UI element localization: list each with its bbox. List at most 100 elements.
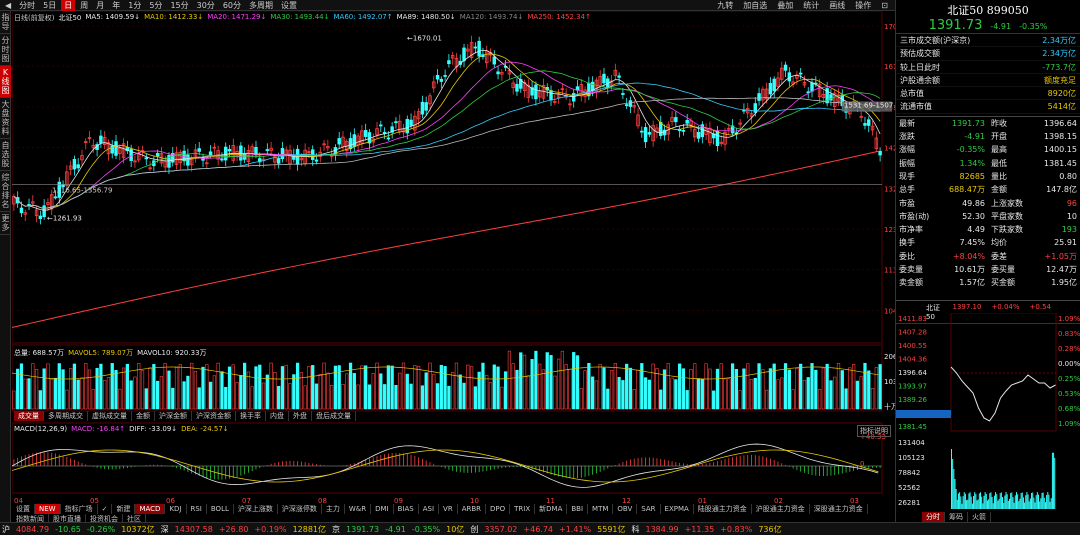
period-tab[interactable]: 月: [96, 0, 105, 10]
toolbar-back-icon[interactable]: ◀: [5, 0, 12, 10]
mini-right-tick: 0.25%: [1058, 375, 1080, 383]
indicator-tab[interactable]: 设置: [12, 504, 35, 514]
indicator-tab[interactable]: 沪股通主力资金: [752, 504, 810, 514]
indicator-tab[interactable]: MTM: [588, 504, 614, 514]
period-tab[interactable]: 30分: [196, 0, 215, 10]
quote-value: 1391.73: [951, 118, 985, 128]
period-tab[interactable]: 日: [61, 0, 76, 11]
indicator-tab[interactable]: 新DMA: [535, 504, 568, 514]
indicator-tab[interactable]: EXPMA: [661, 504, 694, 514]
mini-tab[interactable]: 分时: [922, 512, 945, 522]
indicator-tab[interactable]: 指标广场: [61, 504, 98, 514]
indicator-tab[interactable]: ✓: [98, 504, 113, 514]
left-nav-item[interactable]: 综合排名: [0, 171, 11, 212]
period-tab[interactable]: 设置: [281, 0, 297, 10]
news-tab[interactable]: 股市直播: [49, 514, 86, 524]
toolbar-action[interactable]: 画线: [829, 0, 846, 10]
volume-bar: [640, 363, 644, 410]
mini-volume-bar: [976, 500, 978, 509]
indicator-tab[interactable]: MACD: [135, 504, 166, 514]
volume-bar: [591, 376, 595, 410]
volume-tab[interactable]: 外盘: [289, 411, 312, 421]
indicator-tab[interactable]: SAR: [637, 504, 661, 514]
mini-tab[interactable]: 火箭: [968, 512, 991, 522]
indicator-tab[interactable]: BOLL: [207, 504, 234, 514]
quote-label: 总手: [899, 185, 915, 195]
volume-bar: [364, 365, 368, 410]
period-tab[interactable]: 5分: [149, 0, 163, 10]
toolbar-action[interactable]: 叠加: [777, 0, 794, 10]
volume-bar: [867, 370, 871, 410]
quote-value: 25.91: [1054, 238, 1077, 248]
window-controls-icon[interactable]: ⊡: [881, 0, 888, 10]
indicator-tab[interactable]: 深股通主力资金: [810, 504, 868, 514]
indicator-tab[interactable]: RSI: [187, 504, 207, 514]
indicator-tab[interactable]: TRIX: [510, 504, 536, 514]
indicator-tab[interactable]: 主力: [322, 504, 345, 514]
indicator-help-button[interactable]: 指标说明: [857, 425, 891, 437]
indicator-tab[interactable]: ARBR: [458, 504, 487, 514]
indicator-tab[interactable]: KDJ: [165, 504, 187, 514]
indicator-tab[interactable]: 新建: [112, 504, 136, 514]
volume-tab[interactable]: 换手率: [236, 411, 266, 421]
volume-tab[interactable]: 虚拟成交量: [88, 411, 132, 421]
left-nav-item[interactable]: 自选股: [0, 139, 11, 171]
left-nav-item[interactable]: 大盘资料: [0, 98, 11, 139]
ticker-item: +1.41%: [559, 524, 592, 534]
indicator-tab[interactable]: 沪深涨停数: [278, 504, 322, 514]
period-tab[interactable]: 15分: [170, 0, 189, 10]
period-tab[interactable]: 5日: [43, 0, 57, 10]
indicator-tab[interactable]: BBI: [567, 504, 589, 514]
toolbar-action[interactable]: 加自选: [743, 0, 768, 10]
indicator-tab[interactable]: DMI: [371, 504, 394, 514]
news-tabs[interactable]: 指数新闻 股市直播 投资机会 社区: [12, 514, 146, 524]
news-tab[interactable]: 投资机会: [86, 514, 123, 524]
volume-tab[interactable]: 金额: [132, 411, 155, 421]
volume-tab[interactable]: 盘后成交量: [312, 411, 356, 421]
mini-timeshare[interactable]: 北证50 1397.10 +0.04% +0.54 1411.83 1407.28 140…: [896, 300, 1080, 522]
indicator-tabs[interactable]: 设置 NEW 指标广场 ✓ 新建 MACD KDJ RSI BOLL 沪深上涨数 沪深涨停数 主力 W&…: [12, 504, 895, 514]
candle-body: [114, 141, 118, 156]
indicator-tab[interactable]: BIAS: [394, 504, 419, 514]
left-nav-item[interactable]: 更多: [0, 212, 11, 235]
period-tab[interactable]: 分时: [19, 0, 36, 10]
volume-bar: [235, 382, 239, 410]
candle-body: [57, 181, 62, 198]
indicator-tab[interactable]: VR: [439, 504, 458, 514]
left-nav-item[interactable]: K线图: [0, 66, 11, 98]
period-tab[interactable]: 周: [80, 0, 89, 10]
period-tab[interactable]: 1分: [128, 0, 142, 10]
toolbar-action[interactable]: 统计: [803, 0, 820, 10]
period-tab[interactable]: 年: [112, 0, 121, 10]
left-nav-item[interactable]: 分时图: [0, 34, 11, 66]
period-tab[interactable]: 多周期: [249, 0, 273, 10]
indicator-tab[interactable]: 陆股通主力资金: [694, 504, 752, 514]
mini-tab[interactable]: 筹码: [945, 512, 968, 522]
volume-tab[interactable]: 沪深金额: [155, 411, 192, 421]
toolbar-action[interactable]: 操作: [855, 0, 872, 10]
volume-tabs[interactable]: 成交量 多周期成交 虚拟成交量 金额 沪深金额 沪深资金额 换手率 内盘 外盘 盘后成交量: [14, 411, 356, 421]
indicator-tab[interactable]: W&R: [345, 504, 372, 514]
indicator-tab[interactable]: DPO: [486, 504, 511, 514]
mini-right-tick: 0.83%: [1058, 330, 1080, 338]
volume-tab[interactable]: 沪深资金额: [192, 411, 236, 421]
mini-tabs[interactable]: 分时 筹码 火箭: [922, 512, 991, 522]
indicator-tab[interactable]: ASI: [419, 504, 440, 514]
news-tab[interactable]: 社区: [123, 514, 146, 524]
news-tab[interactable]: 指数新闻: [12, 514, 49, 524]
indicator-tab[interactable]: 沪深上涨数: [234, 504, 278, 514]
period-tab[interactable]: 60分: [222, 0, 241, 10]
volume-bar: [386, 365, 390, 410]
mini-volume-bar: [1021, 492, 1023, 509]
left-nav-item[interactable]: 指导: [0, 11, 11, 34]
mini-volume-bar: [989, 493, 991, 509]
indicator-tab[interactable]: OBV: [613, 504, 638, 514]
indicator-tab[interactable]: NEW: [35, 504, 61, 514]
volume-tab[interactable]: 内盘: [266, 411, 289, 421]
volume-tab[interactable]: 多周期成交: [44, 411, 88, 421]
volume-tab[interactable]: 成交量: [14, 411, 44, 421]
toolbar-action[interactable]: 九转: [717, 0, 734, 10]
mini-volume-bar: [1003, 502, 1005, 509]
